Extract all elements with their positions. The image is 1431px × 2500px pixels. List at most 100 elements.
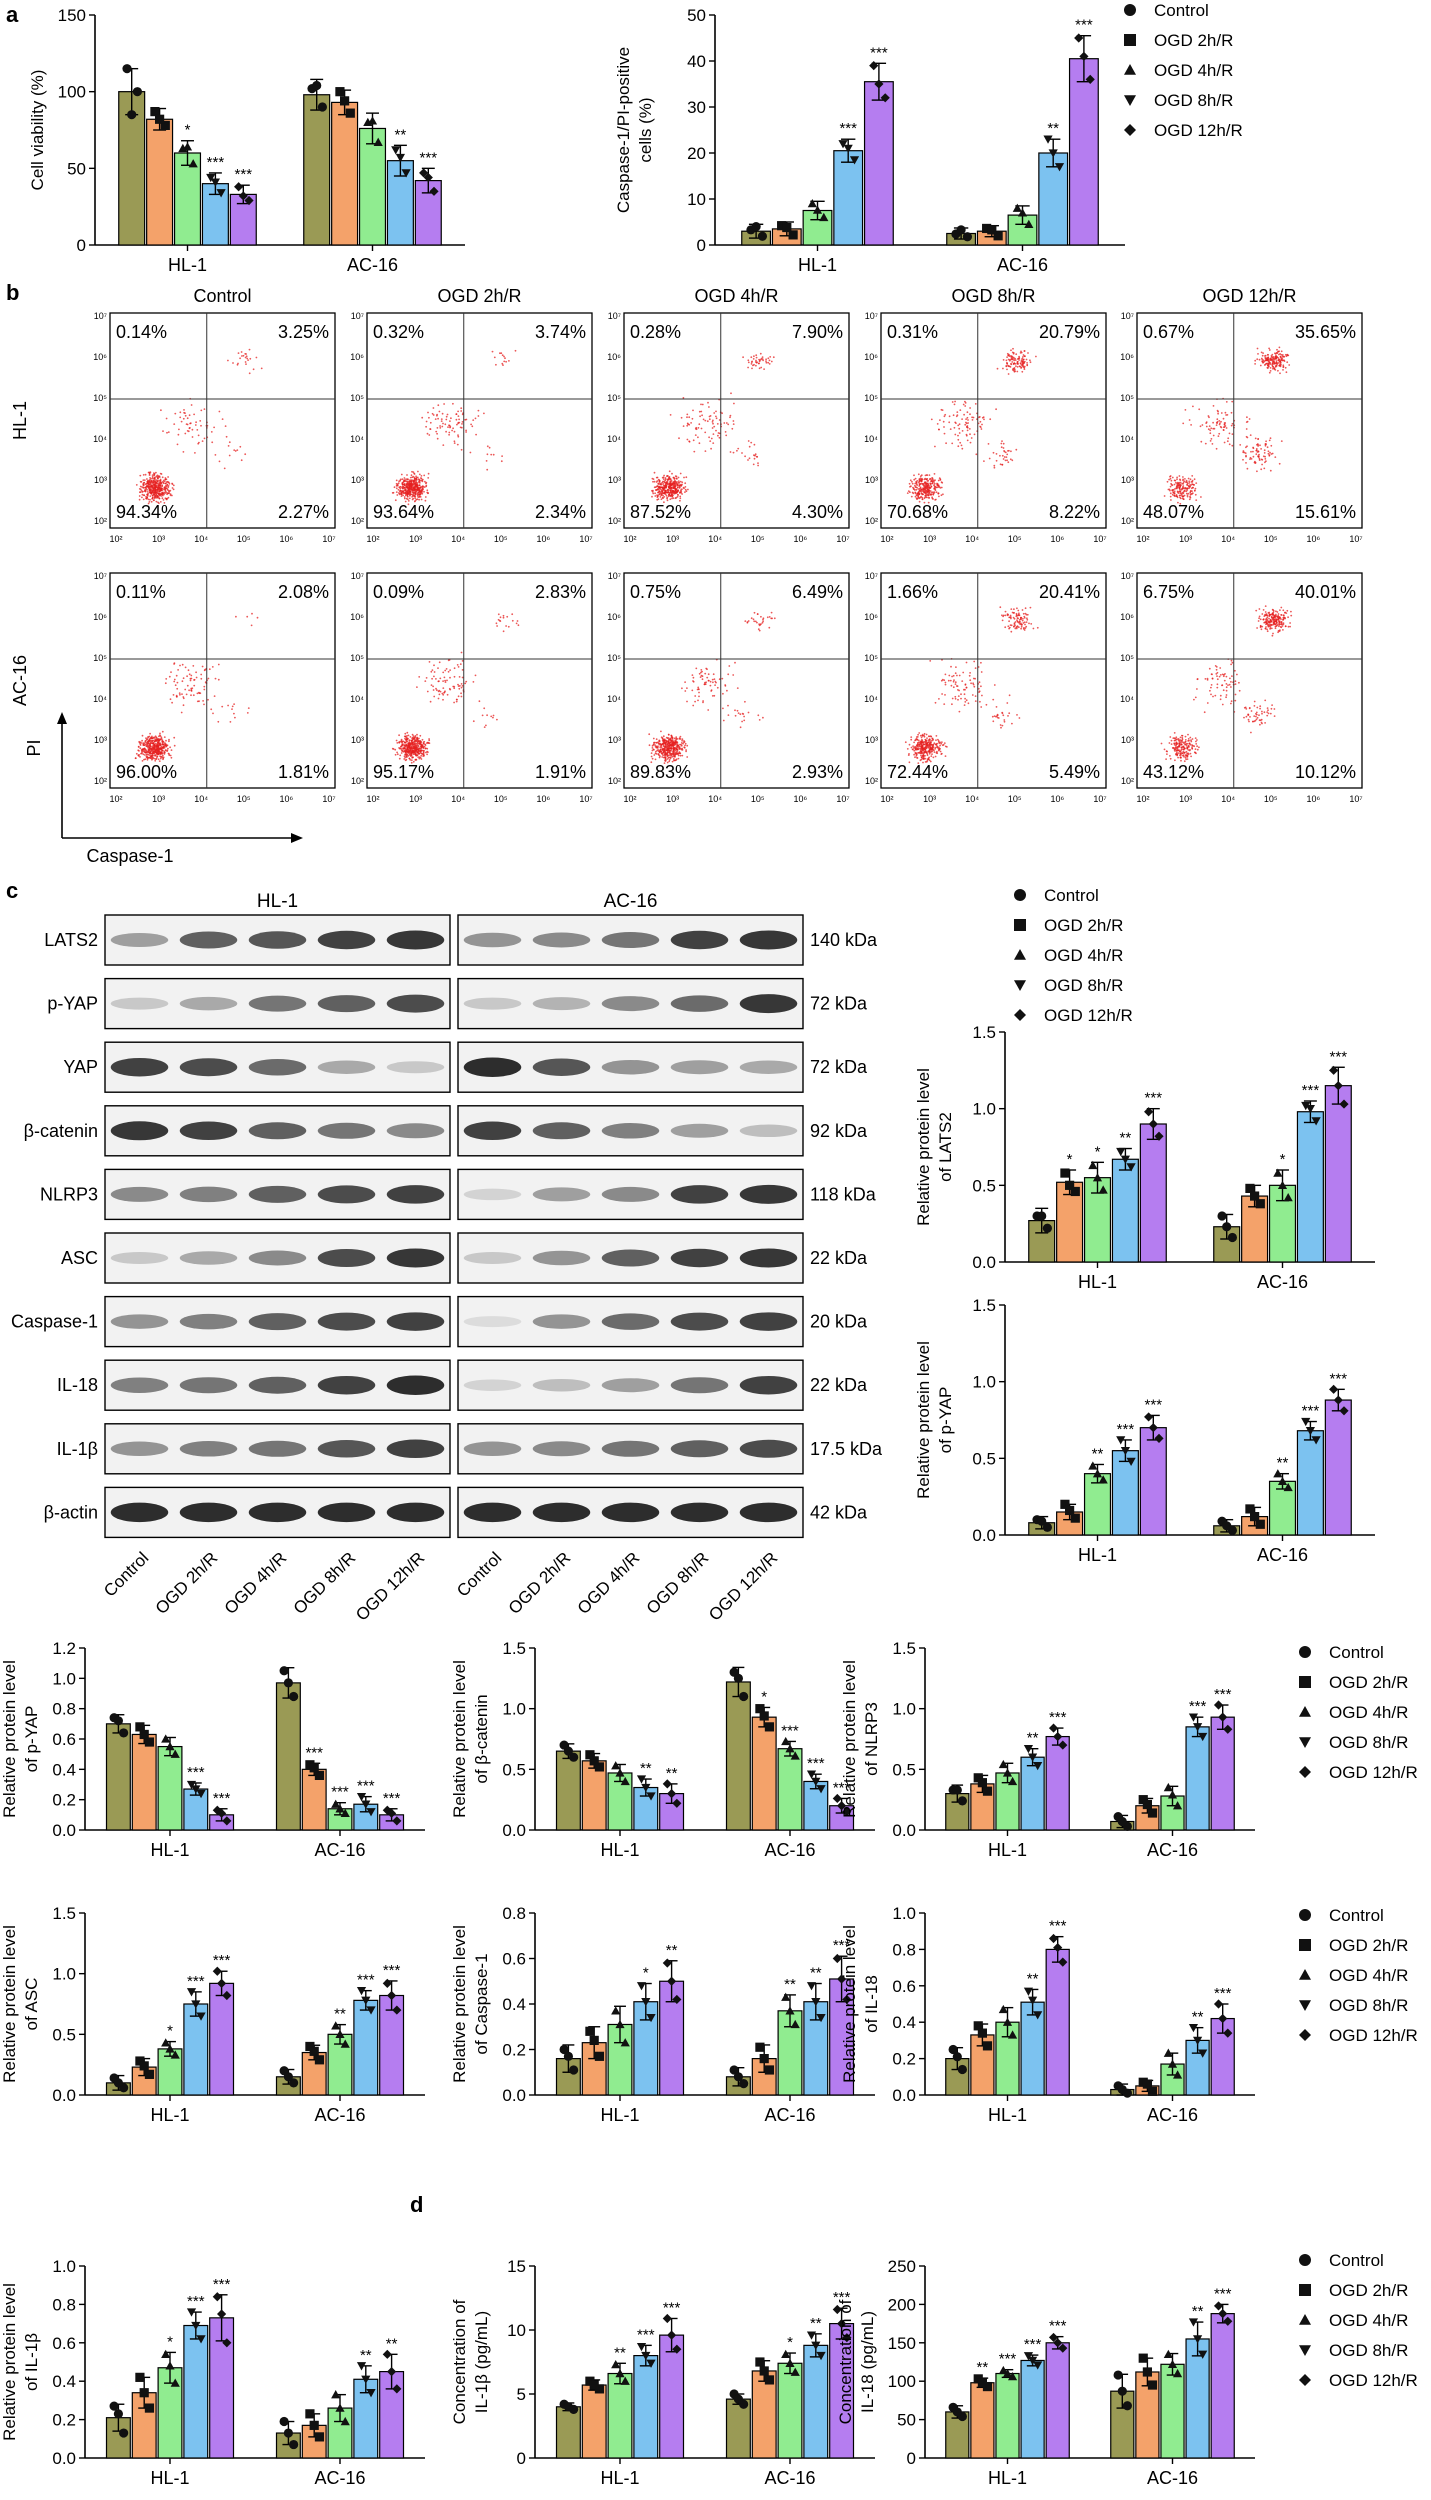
flow-event-dot [448,424,450,427]
flow-event-dot [948,674,951,677]
flow-event-dot [237,352,240,354]
flow-event-dot [1192,486,1194,489]
flow-event-dot [743,715,745,718]
flow-event-dot [698,695,700,698]
flow-event-dot [704,419,707,422]
flow-event-dot [651,757,654,760]
flow-event-dot [1173,488,1176,490]
flow-event-dot [204,668,207,671]
flow-event-dot [1014,627,1017,630]
flow-event-dot [415,748,417,751]
flow-event-dot [755,359,757,362]
flow-event-dot [934,499,936,501]
flow-event-dot [715,417,718,420]
flow-event-dot [422,485,425,488]
flow-event-dot [1018,717,1021,719]
flow-event-dot [499,352,501,355]
flow-column-title: OGD 4h/R [694,286,778,306]
flow-x-tick-label: 10⁵ [751,534,765,544]
flow-event-dot [433,664,435,667]
flow-event-dot [232,362,234,364]
flow-event-dot [161,739,164,742]
flow-event-dot [1263,452,1266,454]
flow-event-dot [458,676,461,678]
flow-event-dot [654,495,657,497]
flow-event-dot [1186,494,1189,496]
flow-event-dot [707,401,709,404]
flow-event-dot [673,491,675,493]
flow-event-dot [193,413,196,416]
flow-event-dot [425,484,428,487]
flow-event-dot [427,477,430,479]
flow-event-dot [461,669,464,671]
flow-event-dot [1204,442,1207,445]
flow-event-dot [977,687,980,690]
flow-event-dot [399,754,402,757]
flow-event-dot [445,418,448,421]
y-tick-label: 40 [687,52,706,71]
flow-event-dot [662,735,665,738]
flow-event-dot [418,493,421,496]
flow-quadrant-ul: 0.14% [116,322,167,342]
flow-event-dot [651,745,654,747]
flow-event-dot [660,730,662,733]
flow-event-dot [1188,419,1191,421]
flow-event-dot [663,746,666,749]
data-point [401,169,411,178]
flow-event-dot [411,493,414,496]
flow-event-dot [1004,610,1007,613]
flow-event-dot [400,752,403,754]
flow-event-dot [914,495,917,498]
flow-event-dot [160,409,162,412]
flow-event-dot [246,615,249,618]
flow-event-dot [431,677,433,680]
data-point [1074,33,1084,43]
flow-event-dot [1265,440,1267,443]
flow-event-dot [665,482,668,485]
flow-event-dot [669,752,671,755]
flow-event-dot [920,736,923,739]
flow-event-dot [193,679,195,681]
flow-event-dot [1263,449,1266,452]
flow-quadrant-lr: 2.93% [792,762,843,782]
flow-event-dot [396,751,398,754]
flow-event-dot [185,423,188,425]
flow-event-dot [486,453,489,456]
flow-event-dot [971,419,974,421]
flow-event-dot [1268,371,1271,374]
flow-event-dot [1283,359,1285,362]
flow-event-dot [666,497,668,500]
flow-event-dot [143,479,146,481]
flow-event-dot [172,694,175,696]
flow-x-tick-label: 10⁵ [1264,534,1278,544]
flow-event-dot [667,491,669,493]
flow-event-dot [1242,458,1244,461]
flow-event-dot [146,478,148,480]
flow-event-dot [1023,368,1026,370]
flow-event-dot [759,352,762,355]
flow-event-dot [166,493,169,496]
flow-event-dot [683,476,685,479]
flow-event-dot [414,497,417,500]
flow-event-dot [666,761,669,764]
flow-event-dot [702,418,705,421]
flow-event-dot [933,486,936,489]
flow-event-dot [195,671,198,674]
flow-event-dot [750,441,753,444]
flow-event-dot [676,484,679,487]
flow-event-dot [685,749,687,751]
flow-event-dot [406,735,408,737]
flow-event-dot [505,360,507,363]
flow-event-dot [166,749,169,752]
flow-event-dot [405,737,408,739]
flow-event-dot [951,442,954,445]
flow-event-dot [465,429,467,432]
flow-event-dot [914,747,917,750]
flow-event-dot [186,675,189,678]
flow-event-dot [221,418,224,420]
flow-event-dot [661,756,664,758]
flow-event-dot [922,758,925,760]
flow-event-dot [1264,461,1266,464]
flow-event-dot [408,482,410,485]
